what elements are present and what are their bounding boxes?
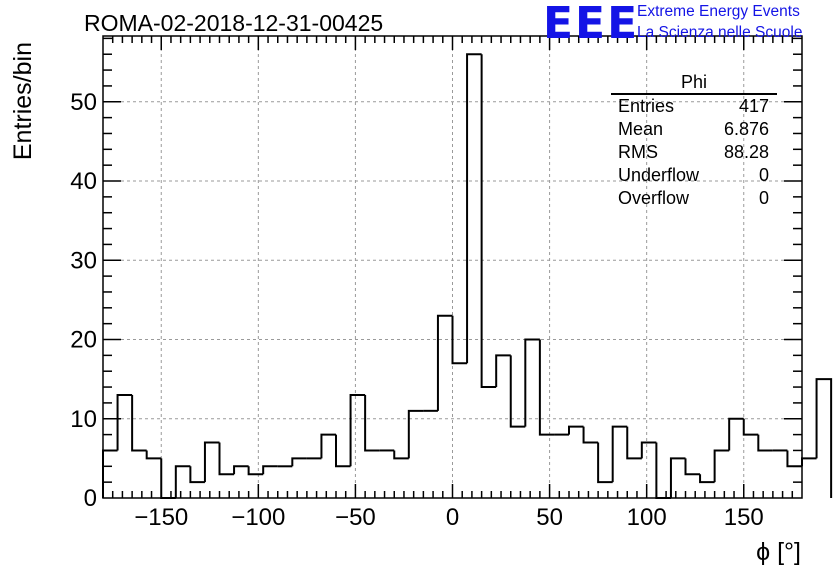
histogram-bin bbox=[684, 458, 701, 476]
histogram-bin bbox=[364, 394, 380, 452]
y-tick-label: 20 bbox=[70, 327, 97, 354]
y-tick-label: 10 bbox=[70, 406, 97, 433]
stats-value: 417 bbox=[738, 96, 769, 116]
histogram-bin bbox=[568, 425, 584, 435]
x-axis-label: ϕ [°] bbox=[756, 538, 801, 566]
histogram-bin bbox=[451, 315, 468, 365]
tick-labels: −150 −100 −50 0 50 100 150 0 10 20 30 40 50 bbox=[70, 89, 763, 531]
x-tick-label: 150 bbox=[724, 504, 764, 531]
histogram-bin bbox=[189, 466, 205, 484]
histogram-bin bbox=[713, 449, 730, 483]
histogram-bin bbox=[131, 394, 147, 452]
histogram-bin bbox=[495, 354, 511, 388]
histogram-bin bbox=[174, 465, 191, 498]
stats-label: Underflow bbox=[618, 165, 700, 185]
histogram-bin bbox=[102, 449, 118, 498]
histogram-bin bbox=[291, 457, 307, 467]
y-tick-label: 0 bbox=[84, 485, 97, 512]
stats-row-rms: RMS 88.28 bbox=[611, 141, 777, 164]
histogram-bin bbox=[626, 426, 642, 460]
logo-line-2: La Scienza nelle Scuole bbox=[637, 24, 803, 41]
logo-line-1: Extreme Energy Events bbox=[637, 3, 800, 20]
histogram-bin bbox=[509, 355, 526, 428]
histogram-bin bbox=[407, 409, 424, 459]
histogram-bin bbox=[480, 54, 497, 389]
stats-label: Overflow bbox=[618, 188, 690, 208]
stats-value: 88.28 bbox=[723, 142, 769, 162]
histogram-bin bbox=[320, 433, 336, 459]
histogram-bin bbox=[582, 426, 599, 444]
histogram-bin bbox=[393, 450, 409, 460]
histogram-bin bbox=[436, 314, 453, 411]
stats-title: Phi bbox=[611, 72, 777, 95]
plot-title: ROMA-02-2018-12-31-00425 bbox=[84, 10, 384, 36]
histogram-bin bbox=[786, 450, 802, 468]
histogram-bin bbox=[335, 434, 351, 468]
histogram-bin bbox=[160, 458, 176, 499]
stats-value: 6.876 bbox=[723, 119, 769, 139]
histogram-bin bbox=[742, 418, 759, 436]
histogram-bin bbox=[669, 457, 686, 498]
histogram-bin bbox=[262, 465, 278, 475]
histogram-bin bbox=[640, 441, 657, 459]
histogram-bin bbox=[655, 442, 671, 499]
y-tick-label: 50 bbox=[70, 89, 97, 116]
stats-label: RMS bbox=[618, 142, 658, 162]
stats-value: 0 bbox=[758, 165, 769, 185]
eee-logo: EEE bbox=[543, 0, 640, 49]
histogram-bin bbox=[801, 457, 817, 467]
x-tick-label: −50 bbox=[335, 504, 376, 531]
histogram-bin bbox=[203, 441, 220, 483]
histogram-bin bbox=[538, 339, 555, 436]
histogram-bin bbox=[757, 434, 773, 452]
stats-label: Entries bbox=[618, 96, 675, 116]
stats-row-overflow: Overflow 0 bbox=[611, 187, 777, 210]
stats-value: 0 bbox=[758, 188, 769, 208]
stats-row-underflow: Underflow 0 bbox=[611, 164, 777, 187]
histogram-bin bbox=[597, 442, 613, 484]
x-tick-label: −150 bbox=[134, 504, 188, 531]
stats-label: Mean bbox=[618, 119, 664, 139]
stats-box: Phi Entries 417 Mean 6.876 RMS 88.28 Und… bbox=[611, 72, 777, 210]
y-tick-label: 30 bbox=[70, 247, 97, 274]
histogram-bin bbox=[349, 393, 366, 467]
histogram-bin bbox=[611, 425, 628, 483]
stats-row-mean: Mean 6.876 bbox=[611, 118, 777, 141]
histogram-bin bbox=[247, 466, 264, 476]
histogram-bin bbox=[145, 450, 162, 460]
histogram-bin bbox=[815, 378, 833, 498]
y-axis-label: Entries/bin bbox=[9, 42, 37, 160]
histogram-bin bbox=[699, 474, 715, 484]
histogram-bin bbox=[524, 338, 540, 427]
x-tick-label: 50 bbox=[536, 504, 563, 531]
x-tick-label: 0 bbox=[446, 504, 459, 531]
y-tick-label: 40 bbox=[70, 168, 97, 195]
x-tick-label: −100 bbox=[231, 504, 285, 531]
x-tick-label: 100 bbox=[627, 504, 667, 531]
histogram-bin bbox=[728, 417, 744, 451]
histogram-bin bbox=[116, 393, 133, 451]
histogram-bin bbox=[233, 465, 249, 475]
histogram-bin bbox=[218, 442, 235, 476]
stats-row-entries: Entries 417 bbox=[611, 95, 777, 118]
axis-ticks bbox=[103, 36, 802, 498]
histogram-bars bbox=[102, 53, 833, 499]
histogram-bin bbox=[466, 53, 482, 364]
